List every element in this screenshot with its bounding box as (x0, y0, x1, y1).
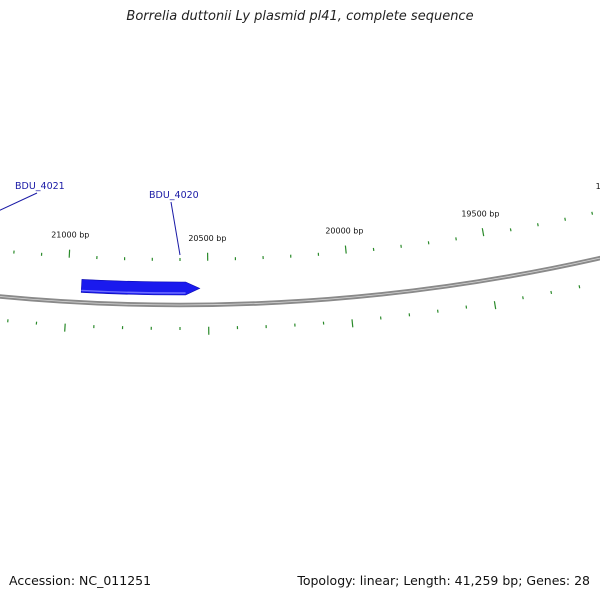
gene-features (80, 279, 201, 296)
outer-ring-major-tick (481, 228, 485, 237)
gene-label-BDU_4021[interactable]: BDU_4021 (15, 181, 65, 192)
scale-ticks (7, 211, 594, 335)
map-title: Borrelia duttonii Ly plasmid pl41, compl… (126, 9, 474, 24)
scale-label: 19000 bp (596, 182, 600, 191)
inner-ring-major-tick (351, 319, 354, 328)
inner-ring-minor-tick (550, 290, 553, 295)
scale-label: 19500 bp (461, 209, 499, 218)
outer-ring-minor-tick (509, 228, 512, 232)
outer-ring-minor-tick (564, 217, 566, 221)
accession-label: Accession: NC_011251 (9, 573, 152, 588)
scale-label: 20000 bp (325, 227, 363, 236)
outer-ring-minor-tick (591, 211, 594, 215)
inner-ring-minor-tick (578, 285, 581, 289)
outer-ring-major-tick (344, 245, 347, 254)
inner-ring-minor-tick (522, 296, 524, 300)
outer-ring-minor-tick (537, 223, 539, 227)
gene-leader-line (170, 201, 181, 256)
sequence-info: Topology: linear; Length: 41,259 bp; Gen… (297, 573, 590, 588)
scale-label: 21000 bp (51, 231, 89, 240)
gene-arrow-shadow (81, 289, 186, 294)
backbone-highlight (0, 257, 600, 306)
gene-label-BDU_4020[interactable]: BDU_4020 (149, 190, 199, 201)
outer-ring-minor-tick (455, 237, 457, 241)
scale-label: 20500 bp (188, 234, 226, 243)
inner-ring-major-tick (64, 323, 66, 332)
sequence-backbone (0, 255, 600, 308)
inner-ring-major-tick (493, 301, 497, 310)
gene-leader-line (0, 192, 38, 211)
